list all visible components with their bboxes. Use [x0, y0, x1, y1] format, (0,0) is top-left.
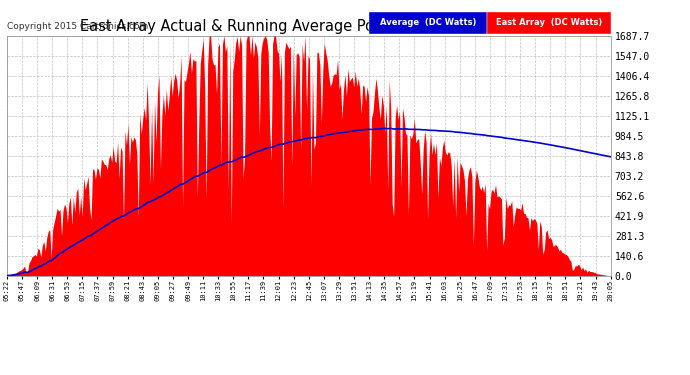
Text: Average  (DC Watts): Average (DC Watts)	[380, 18, 476, 27]
Title: East Array Actual & Running Average Power Thu May 28 20:16: East Array Actual & Running Average Powe…	[79, 20, 538, 34]
Text: Copyright 2015 Cartronics.com: Copyright 2015 Cartronics.com	[7, 22, 148, 32]
Text: East Array  (DC Watts): East Array (DC Watts)	[495, 18, 602, 27]
